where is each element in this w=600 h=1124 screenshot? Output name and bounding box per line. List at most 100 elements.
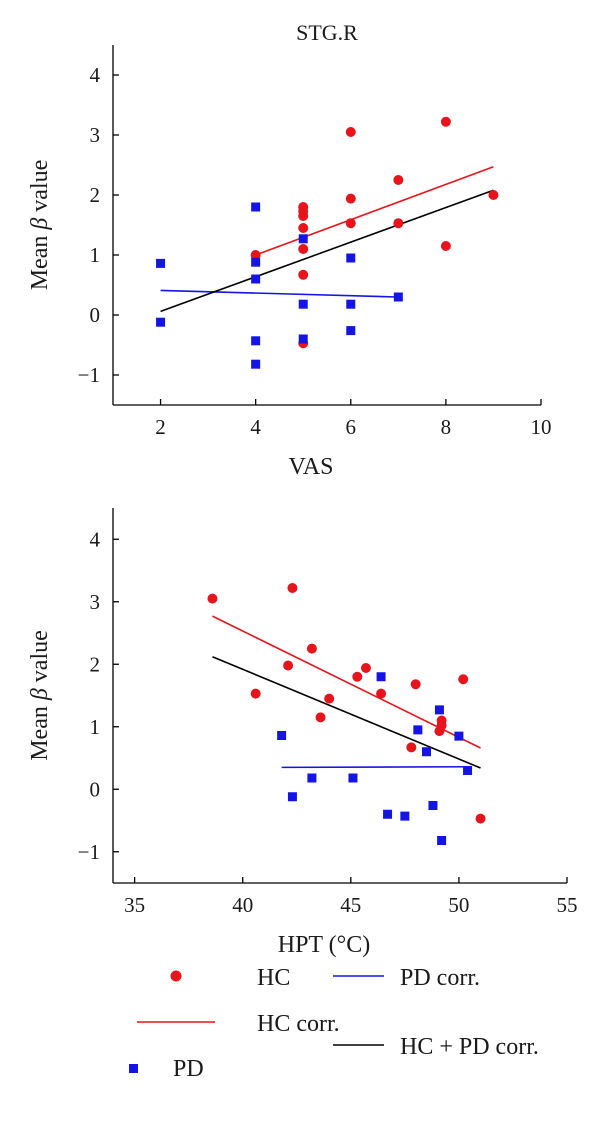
data-point-hc (410, 679, 421, 690)
data-point-hc (298, 223, 309, 233)
x-tick-label: 40 (232, 893, 253, 917)
data-point-hc (345, 127, 356, 137)
data-point-pd (251, 359, 261, 369)
data-point-pd (298, 334, 308, 344)
x-tick-label: 8 (441, 415, 452, 439)
data-point-hc (298, 211, 309, 221)
x-tick-label: 45 (340, 893, 361, 917)
data-point-pd (156, 317, 166, 327)
data-point-hc (250, 688, 261, 699)
legend: HC HC corr. PD PD corr. HC + PD corr. (129, 965, 539, 1082)
legend-pd-marker (129, 1064, 138, 1073)
data-point-hc (298, 244, 309, 254)
series-line-pd-corr (281, 765, 468, 769)
x-tick-label: 10 (531, 415, 552, 439)
legend-hc-marker (170, 970, 182, 982)
data-point-pd (287, 792, 297, 802)
data-point-pd (251, 336, 261, 346)
y-tick-label: 3 (90, 123, 101, 147)
data-point-pd (428, 801, 438, 810)
data-point-hc (287, 583, 298, 593)
series-line-hc-pd-corr (160, 189, 494, 313)
data-point-hc (488, 190, 499, 200)
y-tick-label: 4 (90, 63, 101, 87)
y-tick-label: 4 (90, 527, 101, 551)
series-line-pd-corr (160, 289, 399, 298)
x-tick-label: 55 (557, 893, 578, 917)
y-tick-label: −1 (78, 363, 100, 387)
data-point-hc (315, 712, 326, 723)
series-line-hc-pd-corr (212, 656, 481, 769)
data-point-hc (360, 663, 371, 673)
data-point-hc (306, 643, 317, 654)
legend-pd-corr-label: PD corr. (400, 965, 480, 991)
data-point-hc (436, 715, 447, 726)
x-tick-label: 2 (155, 415, 166, 439)
data-point-hc (298, 269, 309, 280)
data-point-pd (383, 809, 393, 819)
plot-vas: −1 0 1 2 3 4 2 4 6 8 10 STG.R VAS Mean β value (27, 20, 552, 480)
data-point-pd (348, 773, 358, 783)
data-point-pd (277, 731, 287, 740)
data-point-pd (400, 811, 410, 821)
data-point-hc (345, 218, 356, 229)
y-tick-label: 2 (90, 183, 101, 207)
legend-combined-corr-label: HC + PD corr. (400, 1034, 539, 1060)
data-point-hc (207, 593, 218, 604)
data-point-pd (346, 299, 356, 309)
y-tick-label: 0 (90, 777, 101, 801)
x-axis-label: HPT (°C) (278, 932, 371, 958)
data-point-pd (393, 292, 403, 302)
data-point-hc (376, 688, 387, 699)
data-point-hc (440, 241, 451, 251)
x-tick-label: 4 (250, 415, 261, 439)
data-point-pd (251, 274, 261, 284)
plot-hpt: −1 0 1 2 3 4 35 40 45 50 55 HPT (°C) Mean β value (27, 508, 578, 958)
data-point-pd (437, 836, 447, 845)
x-tick-label: 50 (448, 893, 469, 917)
data-point-hc (475, 813, 486, 824)
legend-hc-corr-label: HC corr. (257, 1011, 340, 1037)
data-point-pd (434, 705, 444, 715)
chart-title: STG.R (296, 20, 358, 45)
data-point-pd (454, 731, 464, 741)
y-tick-label: −1 (78, 840, 100, 864)
data-point-pd (463, 766, 473, 775)
data-point-hc (406, 742, 417, 753)
data-point-pd (298, 234, 308, 244)
x-axis-label: VAS (289, 454, 334, 480)
legend-hc-label: HC (257, 965, 290, 991)
y-tick-label: 3 (90, 590, 101, 614)
data-point-pd (307, 773, 317, 783)
data-point-hc (324, 693, 335, 704)
data-point-hc (393, 218, 404, 229)
data-point-hc (250, 250, 261, 260)
y-axis-label: Mean β value (27, 630, 53, 761)
data-point-pd (156, 258, 166, 268)
data-point-hc (440, 116, 451, 127)
data-point-pd (251, 202, 261, 212)
y-tick-label: 2 (90, 652, 101, 676)
data-point-pd (346, 253, 356, 263)
data-point-pd (298, 299, 308, 309)
data-point-hc (345, 193, 356, 204)
y-axis-label: Mean β value (27, 160, 53, 291)
x-tick-label: 6 (346, 415, 357, 439)
y-tick-label: 0 (90, 303, 101, 327)
y-tick-label: 1 (90, 715, 101, 739)
data-point-hc (352, 671, 363, 682)
data-point-pd (413, 725, 423, 735)
data-point-hc (393, 175, 404, 185)
x-tick-label: 35 (124, 893, 145, 917)
data-point-hc (283, 660, 294, 671)
series-line-hc-corr (255, 166, 494, 256)
legend-pd-label: PD (173, 1056, 204, 1082)
data-point-pd (251, 257, 261, 267)
data-point-pd (376, 672, 386, 682)
y-tick-label: 1 (90, 243, 101, 267)
data-point-pd (421, 747, 431, 757)
series-line-hc-corr (212, 615, 481, 749)
data-point-pd (346, 326, 356, 336)
